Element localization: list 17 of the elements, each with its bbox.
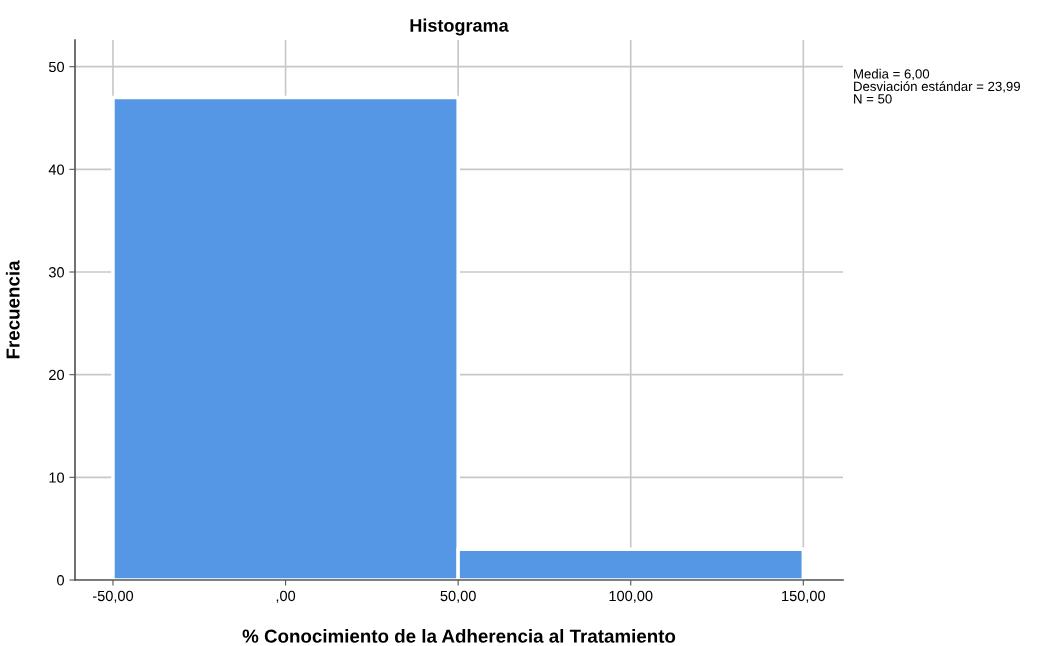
text: Media = 6,00 bbox=[854, 68, 930, 81]
x-tick-label: ,00 bbox=[276, 590, 296, 603]
y-tick-label: 40 bbox=[48, 164, 65, 175]
x-tick-label: 100,00 bbox=[609, 590, 653, 603]
text: N = 50 bbox=[854, 94, 892, 104]
y-tick-label: 0 bbox=[57, 575, 65, 586]
x-tick-label: -50,00 bbox=[92, 590, 134, 603]
chart-title: Histograma bbox=[410, 18, 509, 36]
y-tick-label: 30 bbox=[48, 267, 65, 278]
x-axis-title: % Conocimiento de la Adherencia al Tratamiento bbox=[242, 629, 676, 643]
y-tick-label: 20 bbox=[49, 369, 65, 381]
y-tick-label: 50 bbox=[48, 61, 65, 73]
text: Desviación estándar = 23,99 bbox=[854, 81, 1020, 93]
x-tick-label: 150,00 bbox=[782, 590, 826, 603]
x-tick-label: 50,00 bbox=[440, 590, 476, 603]
y-axis-title: Frecuencia bbox=[5, 260, 20, 359]
y-tick-label: 10 bbox=[49, 472, 65, 483]
